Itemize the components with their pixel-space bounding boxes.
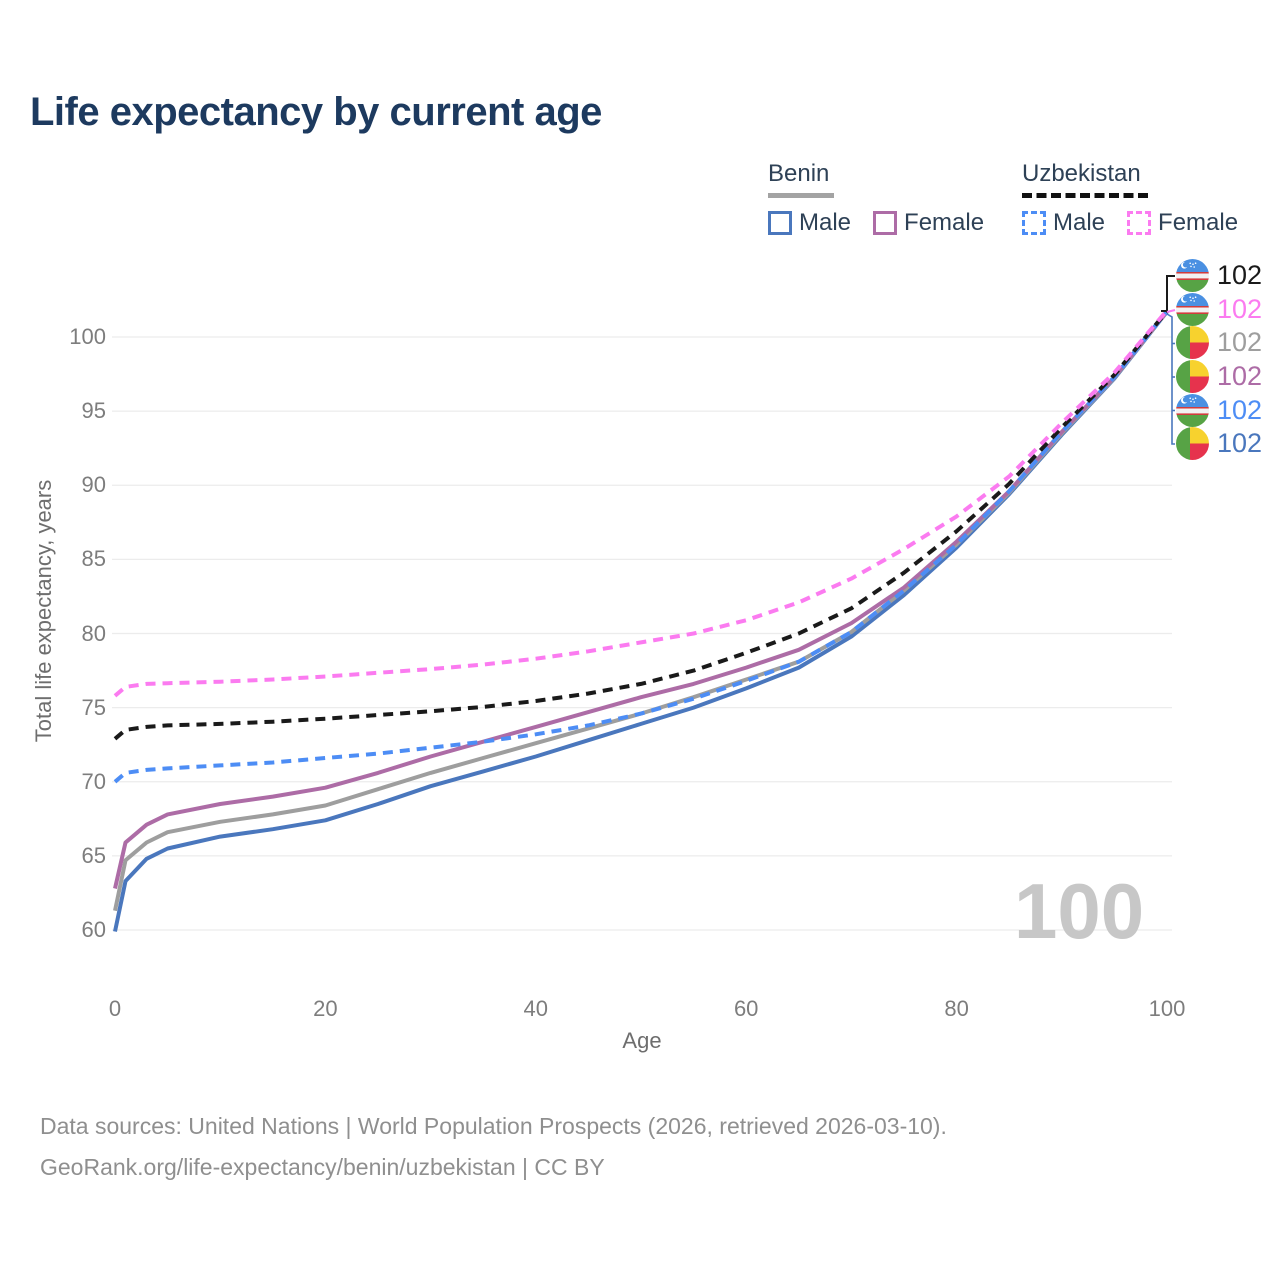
y-tick-label: 100 — [69, 324, 106, 349]
benin-female-swatch-icon — [873, 211, 898, 235]
y-tick-label: 85 — [81, 546, 106, 572]
end-label-value: 102 — [1217, 260, 1263, 291]
x-tick-label: 60 — [733, 996, 759, 1021]
end-label-value: 102 — [1217, 327, 1263, 358]
y-tick-label: 75 — [81, 694, 106, 720]
end-labels: 102 102 102 102 102 102 — [1176, 259, 1262, 461]
uzbekistan-male-swatch-icon — [1022, 211, 1046, 235]
legend-item-label: Male — [799, 209, 852, 236]
uzbekistan-flag-icon — [1176, 292, 1209, 326]
benin-flag-icon — [1176, 360, 1209, 394]
y-tick-label: 95 — [81, 398, 106, 424]
legend-item-benin-male[interactable]: Male — [768, 209, 851, 237]
y-tick-label: 70 — [81, 768, 106, 794]
legend-country-benin[interactable]: Benin — [768, 160, 1006, 198]
end-label-row: 102 — [1176, 259, 1262, 293]
x-tick-label: 80 — [944, 996, 969, 1021]
y-axis-title: Total life expectancy, years — [31, 479, 56, 743]
benin-male-swatch-icon — [768, 211, 792, 235]
uzbekistan-flag-icon — [1176, 259, 1209, 293]
end-label-value: 102 — [1217, 293, 1263, 324]
x-tick-label: 20 — [313, 996, 338, 1021]
x-tick-label: 0 — [108, 996, 122, 1021]
legend-group-uzbekistan: Uzbekistan Male Female — [1022, 160, 1260, 237]
leader-line — [1166, 309, 1176, 313]
end-label-row: 102 — [1176, 427, 1262, 461]
x-axis-title: Age — [622, 1028, 662, 1053]
age-watermark: 100 — [1014, 867, 1145, 955]
line-benin-male[interactable] — [113, 310, 1169, 932]
footer-url-line: GeoRank.org/life-expectancy/benin/uzbeki… — [40, 1154, 605, 1180]
legend-country-label: Benin — [768, 160, 830, 187]
benin-flag-icon — [1176, 427, 1209, 461]
uzbekistan-flag-icon — [1176, 393, 1209, 427]
legend-item-uzbekistan-female[interactable]: Female — [1127, 209, 1238, 237]
legend-country-label: Uzbekistan — [1022, 160, 1141, 187]
y-tick-label: 90 — [81, 472, 106, 498]
line-benin-female[interactable] — [113, 309, 1169, 889]
x-tick-label: 40 — [523, 996, 549, 1021]
benin-flag-icon — [1176, 326, 1209, 360]
line-benin-total[interactable] — [113, 310, 1169, 912]
legend-item-benin-female[interactable]: Female — [873, 209, 984, 237]
end-label-row: 102 — [1176, 360, 1262, 394]
footer: Data sources: United Nations | World Pop… — [40, 1106, 947, 1188]
legend-item-uzbekistan-male[interactable]: Male — [1022, 209, 1105, 237]
y-tick-label: 65 — [81, 842, 106, 868]
legend-country-uzbekistan[interactable]: Uzbekistan — [1022, 160, 1260, 198]
benin-line-style-swatch — [768, 193, 834, 198]
legend-item-label: Male — [1053, 209, 1106, 236]
y-tick-label: 60 — [81, 917, 106, 942]
legend-group-benin: Benin Male Female — [768, 160, 1006, 237]
end-label-row: 102 — [1176, 292, 1263, 327]
leader-line — [1166, 313, 1175, 445]
end-label-value: 102 — [1217, 394, 1263, 425]
footer-source-line: Data sources: United Nations | World Pop… — [40, 1113, 947, 1139]
end-label-row: 102 — [1176, 326, 1262, 360]
page-title: Life expectancy by current age — [30, 90, 602, 134]
end-label-row: 102 — [1176, 393, 1262, 427]
line-uzbekistan-total[interactable] — [113, 309, 1169, 741]
x-tick-label: 100 — [1148, 996, 1186, 1021]
line-uzbekistan-male[interactable] — [113, 310, 1169, 784]
uzbekistan-female-swatch-icon — [1127, 211, 1152, 235]
y-tick-label: 80 — [81, 620, 106, 646]
end-label-value: 102 — [1217, 428, 1263, 459]
line-uzbekistan-female[interactable] — [113, 309, 1169, 698]
legend-item-label: Female — [1158, 209, 1239, 236]
end-label-value: 102 — [1217, 361, 1263, 392]
uzbekistan-line-style-swatch — [1022, 193, 1148, 198]
leader-line — [1161, 275, 1175, 312]
legend-item-label: Female — [904, 209, 985, 236]
